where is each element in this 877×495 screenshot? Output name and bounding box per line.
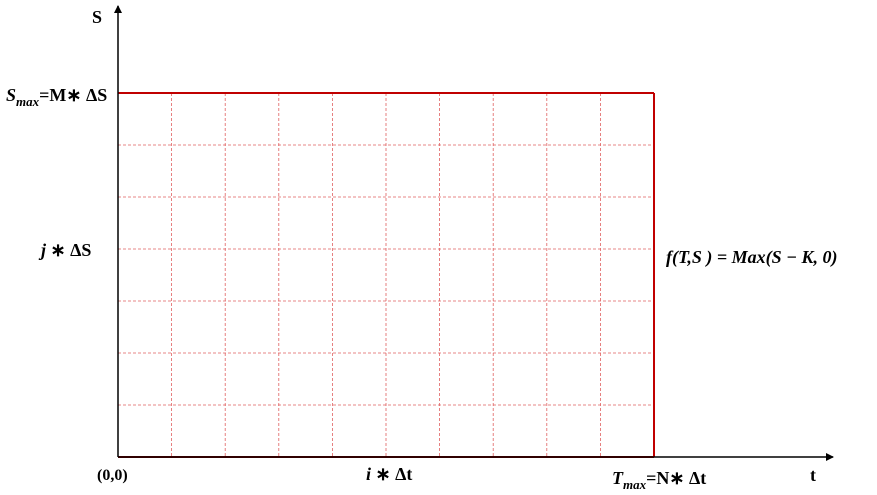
tmax-label: Tmax=N∗ Δt — [612, 468, 706, 492]
i-symbol: i — [366, 464, 371, 484]
i-rest: ∗ Δt — [371, 464, 412, 484]
payoff-label: f(T,S ) = Max(S − K, 0) — [666, 247, 838, 268]
j-rest: ∗ ΔS — [46, 240, 91, 260]
smax-rest: =M∗ ΔS — [39, 85, 107, 105]
tmax-symbol: T — [612, 468, 624, 488]
smax-label: Smax=M∗ ΔS — [6, 85, 107, 109]
smax-symbol: S — [6, 85, 16, 105]
x-axis-label: t — [810, 465, 816, 485]
tmax-rest: =N∗ Δt — [646, 468, 706, 488]
smax-subscript: max — [16, 94, 40, 109]
tmax-subscript: max — [623, 477, 647, 492]
origin-label: (0,0) — [97, 467, 128, 484]
j-delta-s-label: j ∗ ΔS — [38, 240, 91, 260]
y-axis-label: S — [92, 7, 102, 27]
i-delta-t-label: i ∗ Δt — [366, 464, 412, 484]
j-symbol: j — [38, 240, 47, 260]
grid-lines — [118, 93, 654, 457]
